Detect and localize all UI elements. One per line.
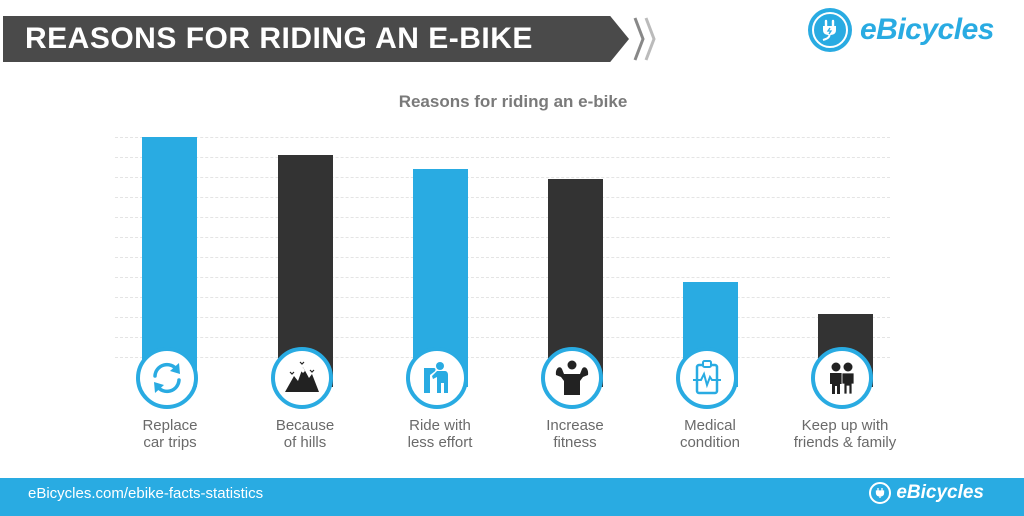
gridline [115, 137, 890, 138]
footer-logo-text: eBicycles [896, 482, 984, 503]
gridline [115, 297, 890, 298]
gridline [115, 217, 890, 218]
category-label: Increase fitness [546, 417, 604, 451]
gridline [115, 257, 890, 258]
gridline [115, 317, 890, 318]
chevron-right-icon [633, 17, 645, 61]
logo-text: eBicycles [860, 13, 994, 46]
plug-icon [869, 482, 892, 504]
banner-title: REASONS FOR RIDING AN E-BIKE [25, 22, 533, 55]
footer-logo: eBicycles [869, 482, 984, 504]
gridline [115, 177, 890, 178]
banner-background [3, 16, 629, 62]
refresh-cycle-icon [136, 347, 198, 409]
title-banner: REASONS FOR RIDING AN E-BIKE [3, 16, 663, 62]
source-url-link[interactable]: eBicycles.com/ebike-facts-statistics [28, 485, 264, 502]
chart-title-text: Reasons for riding an e-bike [398, 92, 628, 111]
gridline [115, 277, 890, 278]
footer-bar: eBicycles.com/ebike-facts-statistics eBi… [0, 478, 1024, 516]
mountains-icon [271, 347, 333, 409]
gridline [115, 197, 890, 198]
chevron-right-icon [644, 17, 656, 61]
plug-icon [808, 8, 852, 52]
category-label: Replace car trips [142, 417, 198, 451]
gridline [115, 357, 890, 358]
chart-title: Reasons for riding an e-bike [0, 92, 1024, 112]
category-label: Medical condition [679, 417, 741, 451]
gridline [115, 337, 890, 338]
category-label: Ride with less effort [407, 417, 473, 451]
gridline [115, 237, 890, 238]
medical-clipboard-icon [676, 347, 738, 409]
brand-logo: eBicycles [808, 5, 994, 55]
category-label: Keep up with friends & family [793, 417, 897, 451]
category-label: Because of hills [275, 417, 335, 451]
two-people-icon [811, 347, 873, 409]
bar-replace-car-trips [142, 137, 197, 387]
tired-person-icon [406, 347, 468, 409]
muscle-man-icon [541, 347, 603, 409]
gridline [115, 157, 890, 158]
